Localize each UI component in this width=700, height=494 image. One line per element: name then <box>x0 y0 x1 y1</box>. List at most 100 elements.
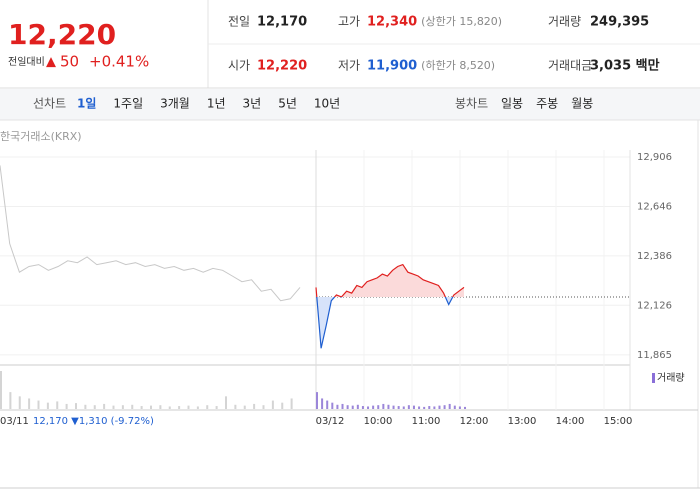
volume-bar <box>281 402 284 409</box>
volume-bar <box>215 406 218 409</box>
y-tick-label: 12,646 <box>637 201 672 212</box>
volume-bar <box>412 405 415 409</box>
volume-bar <box>0 371 2 409</box>
volume-bar <box>407 405 410 409</box>
volume-bar <box>84 404 87 409</box>
candle-tab[interactable]: 일봉 <box>501 97 523 111</box>
change-pct: +0.41% <box>89 53 149 71</box>
volume-bar <box>271 400 274 409</box>
volume-bar <box>453 405 456 409</box>
volume-bar <box>361 406 364 409</box>
volume-bar <box>331 402 334 409</box>
volume-bar <box>93 405 96 409</box>
change: 50 <box>60 53 79 71</box>
volume-bar <box>262 405 265 409</box>
tab-group-label: 봉차트 <box>455 97 488 111</box>
x-tick-label: 15:00 <box>604 416 633 427</box>
x-tick-label: 11:00 <box>412 416 441 427</box>
y-tick-label: 12,906 <box>637 152 672 163</box>
volume-bar <box>433 406 436 409</box>
tab-group-label: 선차트 <box>33 97 66 111</box>
stat-value: 12,340 <box>367 15 417 30</box>
volume-bar <box>443 405 446 409</box>
change-arrow: ▲ <box>46 55 56 70</box>
stat-value: 249,395 <box>590 15 649 30</box>
volume-bar <box>253 403 256 409</box>
volume-bar <box>112 405 115 409</box>
period-tab[interactable]: 1주일 <box>113 97 143 111</box>
volume-bar <box>290 398 293 409</box>
x-tick-label: 12:00 <box>460 416 489 427</box>
volume-bar <box>392 405 395 409</box>
volume-bar <box>326 400 329 409</box>
stat-label: 고가 <box>338 15 360 29</box>
volume-bar <box>131 404 134 409</box>
period-tab[interactable]: 3개월 <box>160 97 190 111</box>
stat-value: 11,900 <box>367 59 417 74</box>
period-tab[interactable]: 1일 <box>77 97 96 111</box>
volume-bar <box>346 405 349 409</box>
stat-value: 12,170 <box>257 15 307 30</box>
volume-bar <box>9 392 12 409</box>
volume-bar <box>356 404 359 409</box>
volume-bar <box>438 405 441 409</box>
volume-bar <box>243 405 246 409</box>
stat-value: 3,035 백만 <box>590 58 660 74</box>
y-tick-label: 11,865 <box>637 350 672 361</box>
period-tab[interactable]: 10년 <box>314 97 340 111</box>
stat-label: 전일 <box>228 15 250 29</box>
volume-bar <box>423 406 426 409</box>
stat-value: 12,220 <box>257 59 307 74</box>
volume-bar <box>372 405 375 409</box>
tab-bar <box>0 89 700 120</box>
volume-bar <box>341 403 344 409</box>
stat-label: 거래량 <box>548 15 581 29</box>
period-tab[interactable]: 1년 <box>207 97 226 111</box>
y-tick-label: 12,386 <box>637 251 672 262</box>
volume-bar <box>150 405 152 409</box>
period-tab[interactable]: 5년 <box>278 97 297 111</box>
volume-bar <box>225 396 227 409</box>
volume-bar <box>377 405 380 409</box>
volume-bar <box>397 406 400 409</box>
candle-tab[interactable]: 월봉 <box>571 97 593 111</box>
price: 12,220 <box>8 18 116 51</box>
volume-bar <box>321 398 324 409</box>
volume-bar <box>448 403 451 409</box>
x-tick-label: 03/12 <box>316 416 345 427</box>
volume-bar <box>75 403 77 409</box>
volume-legend-swatch <box>652 373 655 383</box>
volume-bar <box>18 396 21 409</box>
stat-note: (상한가 15,820) <box>421 15 502 28</box>
volume-bar <box>121 405 124 409</box>
volume-bar <box>178 406 181 409</box>
source: 한국거래소(KRX) <box>0 130 82 143</box>
volume-bar <box>402 406 405 409</box>
period-tab[interactable]: 3년 <box>243 97 262 111</box>
volume-bar <box>316 392 318 409</box>
volume-bar <box>28 398 31 409</box>
candle-tab[interactable]: 주봉 <box>536 97 558 111</box>
volume-bar <box>168 406 171 409</box>
today-area-down <box>316 296 453 349</box>
volume-bar <box>234 404 237 409</box>
volume-bar <box>159 405 162 409</box>
volume-bar <box>382 403 385 409</box>
y-tick-label: 12,126 <box>637 300 672 311</box>
volume-bar <box>458 406 461 409</box>
stat-label: 거래대금 <box>548 59 592 73</box>
stat-label: 시가 <box>228 59 250 73</box>
volume-bar <box>196 406 199 409</box>
volume-bar <box>187 405 190 409</box>
today-area-up <box>316 264 464 297</box>
volume-bar <box>428 406 431 409</box>
volume-legend: 거래량 <box>657 372 685 384</box>
stat-label: 저가 <box>338 59 360 73</box>
volume-bar <box>103 403 106 409</box>
volume-bar <box>367 406 370 409</box>
volume-bar <box>140 406 143 409</box>
prev-date: 03/11 <box>0 416 29 427</box>
volume-bar <box>206 405 209 409</box>
x-tick-label: 13:00 <box>508 416 537 427</box>
